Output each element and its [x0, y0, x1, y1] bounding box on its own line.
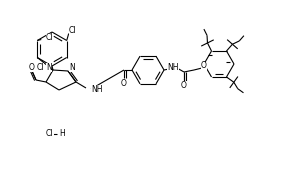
Text: O: O [29, 62, 35, 72]
Text: NH: NH [91, 84, 102, 93]
Text: N: N [69, 62, 75, 72]
Text: Cl: Cl [69, 26, 77, 35]
Text: Cl: Cl [46, 33, 53, 42]
Text: H: H [59, 130, 65, 138]
Text: NH: NH [167, 64, 179, 73]
Text: O: O [121, 79, 127, 87]
Text: Cl: Cl [46, 130, 53, 138]
Text: O: O [181, 81, 187, 90]
Text: N: N [46, 62, 52, 72]
Text: Cl: Cl [36, 62, 44, 72]
Text: O: O [201, 61, 207, 70]
